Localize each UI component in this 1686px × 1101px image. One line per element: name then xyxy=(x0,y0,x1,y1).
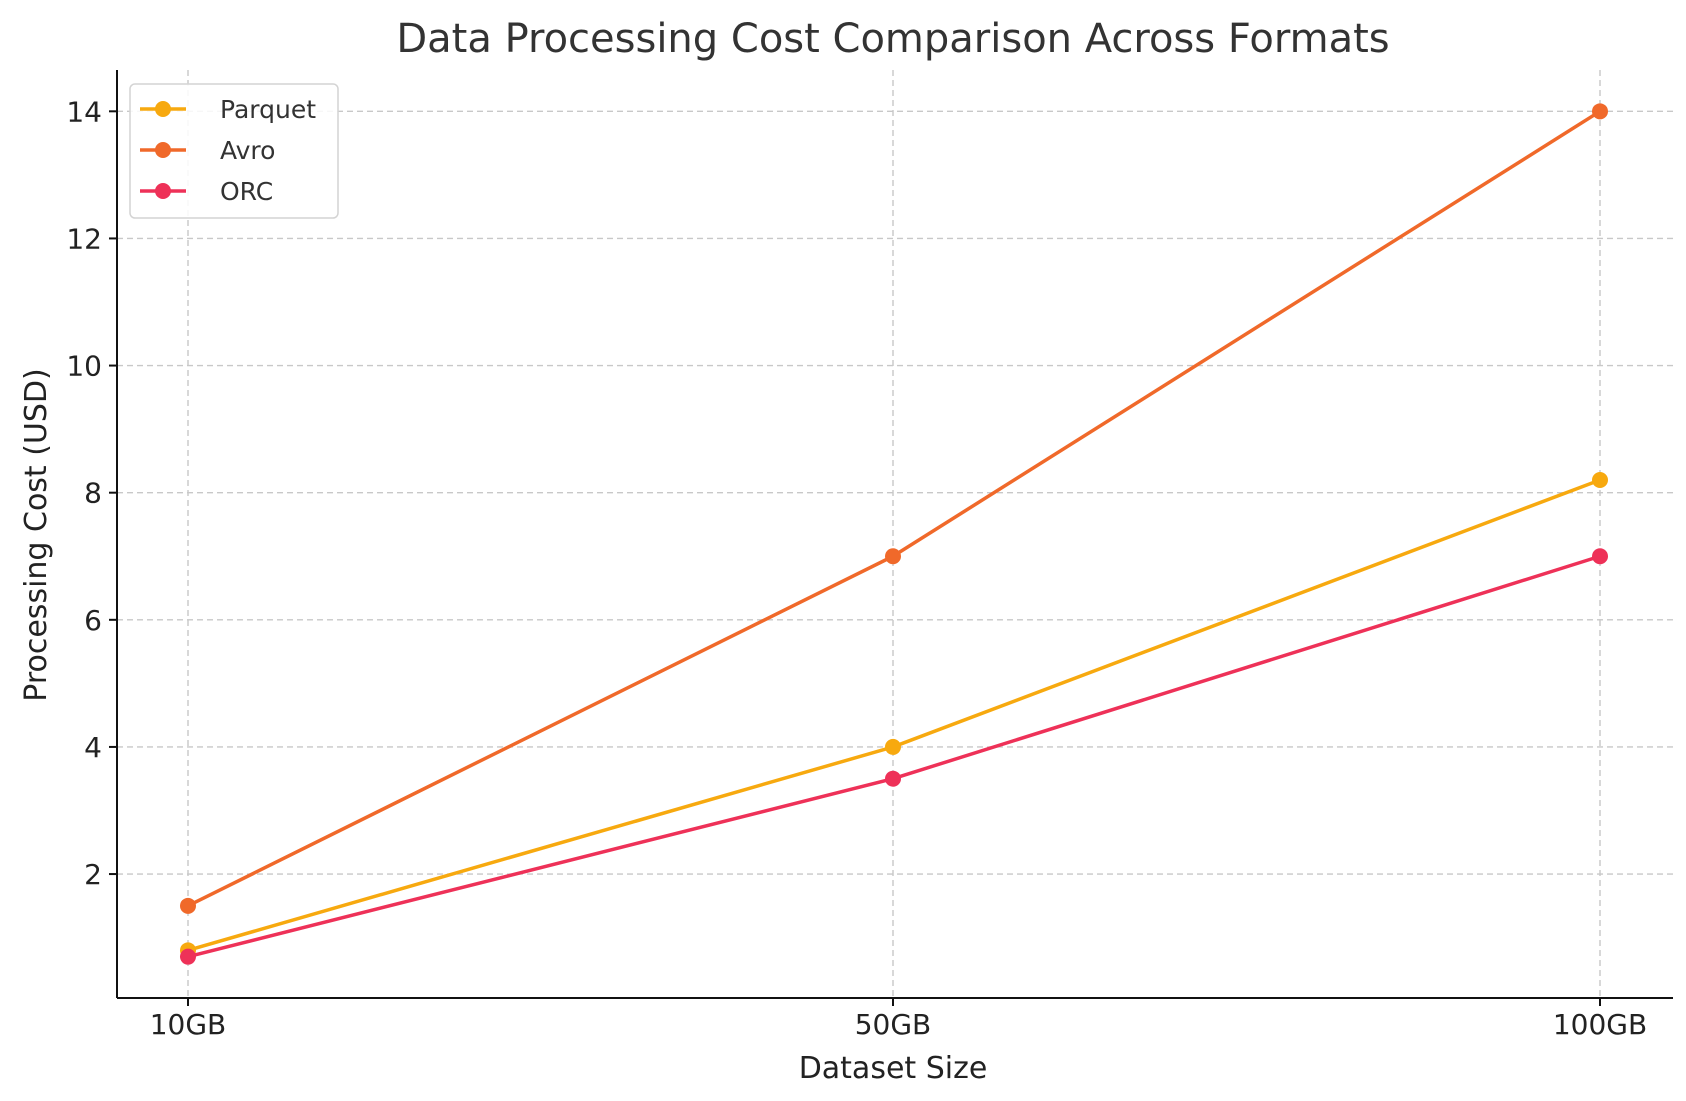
x-tick-label-0: 10GB xyxy=(150,1008,227,1041)
x-tick-label-1: 50GB xyxy=(855,1008,932,1041)
y-axis-label: Processing Cost (USD) xyxy=(19,368,54,701)
legend-swatch-avro-marker xyxy=(155,142,171,158)
legend-swatch-parquet-marker xyxy=(155,101,171,117)
orc-point-10gb xyxy=(180,948,196,965)
series-avro xyxy=(180,103,1608,914)
legend: Parquet Avro ORC xyxy=(129,83,339,219)
series-orc xyxy=(180,548,1608,965)
y-tick-label-2: 6 xyxy=(84,604,102,637)
avro-point-100gb xyxy=(1592,103,1608,120)
axes: 2 4 6 8 10 12 14 10GB 50GB 100GB xyxy=(66,70,1673,1041)
legend-label-orc: ORC xyxy=(220,177,273,206)
y-tick-label-1: 4 xyxy=(84,731,102,764)
y-tick-label-3: 8 xyxy=(84,477,102,510)
avro-point-10gb xyxy=(180,897,196,914)
orc-point-50gb xyxy=(885,770,901,787)
avro-point-50gb xyxy=(885,548,901,565)
legend-box xyxy=(129,83,339,219)
y-tick-label-6: 14 xyxy=(66,95,102,128)
legend-item-parquet: Parquet xyxy=(140,95,316,124)
grid xyxy=(117,70,1673,998)
series-layer xyxy=(180,103,1608,965)
orc-point-100gb xyxy=(1592,548,1608,565)
parquet-point-100gb xyxy=(1592,471,1608,488)
legend-item-avro: Avro xyxy=(140,136,275,165)
parquet-point-50gb xyxy=(885,738,901,755)
legend-label-avro: Avro xyxy=(220,136,275,165)
legend-swatch-orc-marker xyxy=(155,183,171,199)
x-tick-label-2: 100GB xyxy=(1553,1008,1647,1041)
y-tick-label-0: 2 xyxy=(84,858,102,891)
legend-label-parquet: Parquet xyxy=(220,95,316,124)
chart-title: Data Processing Cost Comparison Across F… xyxy=(396,16,1389,62)
legend-item-orc: ORC xyxy=(140,177,273,206)
x-axis-label: Dataset Size xyxy=(799,1051,988,1086)
y-tick-label-5: 12 xyxy=(66,222,102,255)
y-tick-label-4: 10 xyxy=(66,350,102,383)
